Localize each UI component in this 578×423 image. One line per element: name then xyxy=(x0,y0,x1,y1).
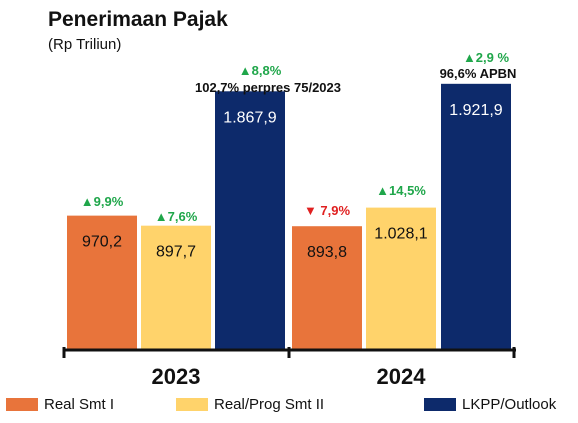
value-label-2024-series-0: 893,8 xyxy=(307,244,347,261)
annotation-0: 102,7% perpres 75/2023 xyxy=(195,80,341,95)
x-tick-label-2023: 2023 xyxy=(152,364,201,389)
legend-label-real-prog-smt2: Real/Prog Smt II xyxy=(214,396,325,413)
bar-2024-series-1 xyxy=(366,207,436,350)
bar-2023-series-0 xyxy=(67,215,137,350)
annotation-1: 96,6% APBN xyxy=(440,66,517,81)
bar-2023-series-1 xyxy=(141,225,211,350)
legend-swatch-real-smt1 xyxy=(6,398,38,411)
value-label-2023-series-2: 1.867,9 xyxy=(223,109,276,126)
legend-item-real-prog-smt2: Real/Prog Smt II xyxy=(176,396,324,413)
value-label-2024-series-1: 1.028,1 xyxy=(374,226,427,243)
value-label-2023-series-1: 897,7 xyxy=(156,244,196,261)
chart-title: Penerimaan Pajak xyxy=(48,8,228,31)
legend-item-lkpp-outlook: LKPP/Outlook xyxy=(424,396,556,413)
value-label-2024-series-2: 1.921,9 xyxy=(449,102,502,119)
legend-label-real-smt1: Real Smt I xyxy=(44,396,115,413)
bar-2023-series-2 xyxy=(215,91,285,351)
bar-2024-series-0 xyxy=(292,226,362,350)
growth-label-2023-series-1: ▲7,6% xyxy=(155,209,198,224)
growth-label-2024-series-1: ▲14,5% xyxy=(376,183,426,198)
bar-2024-series-2 xyxy=(441,83,511,351)
legend-swatch-lkpp-outlook xyxy=(424,398,456,411)
growth-label-2023-series-2: ▲8,8% xyxy=(239,63,282,78)
growth-label-2024-series-0: ▼ 7,9% xyxy=(304,203,351,218)
growth-label-2023-series-0: ▲9,9% xyxy=(81,194,124,209)
legend-label-lkpp-outlook: LKPP/Outlook xyxy=(462,396,557,413)
chart-subtitle: (Rp Triliun) xyxy=(48,36,122,53)
x-tick-label-2024: 2024 xyxy=(377,364,427,389)
growth-label-2024-series-2: ▲2,9 % xyxy=(463,50,510,65)
value-label-2023-series-0: 970,2 xyxy=(82,234,122,251)
legend-item-real-smt1: Real Smt I xyxy=(6,396,114,413)
legend-swatch-real-prog-smt2 xyxy=(176,398,208,411)
